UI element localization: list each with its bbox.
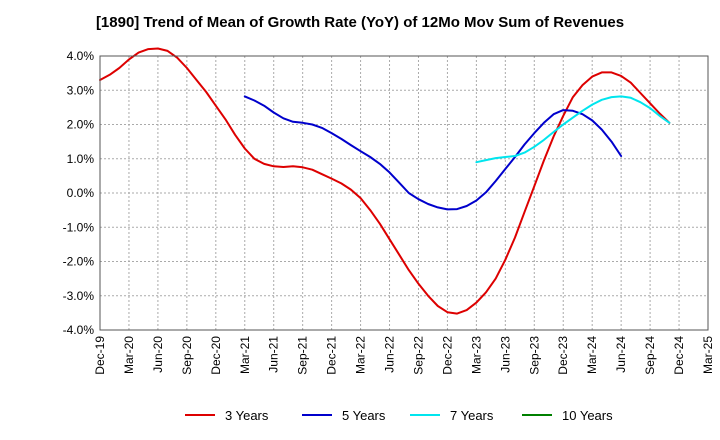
x-tick-label: Jun-20 bbox=[151, 336, 165, 373]
x-tick-label: Dec-22 bbox=[440, 336, 454, 375]
legend-label-3-years: 3 Years bbox=[225, 408, 269, 423]
x-tick-label: Jun-22 bbox=[383, 336, 397, 373]
x-axis: Dec-19 Mar-20 Jun-20 Sep-20 Dec-20 Mar-21 Jun-… bbox=[93, 336, 715, 375]
y-tick-label: 1.0% bbox=[67, 152, 95, 166]
series-line-5-years bbox=[243, 95, 623, 211]
x-tick-label: Sep-23 bbox=[527, 336, 541, 375]
y-tick-label: -3.0% bbox=[63, 289, 95, 303]
x-tick-label: Mar-25 bbox=[701, 336, 715, 374]
x-tick-label: Dec-23 bbox=[556, 336, 570, 375]
x-tick-label: Jun-21 bbox=[267, 336, 281, 373]
chart-title: [1890] Trend of Mean of Growth Rate (YoY… bbox=[95, 14, 625, 31]
y-tick-label: -1.0% bbox=[63, 220, 95, 234]
x-tick-label: Mar-20 bbox=[122, 336, 136, 374]
x-tick-label: Sep-20 bbox=[180, 336, 194, 375]
x-tick-label: Dec-21 bbox=[325, 336, 339, 375]
legend-label-10-years: 10 Years bbox=[562, 408, 613, 423]
y-tick-label: -4.0% bbox=[63, 323, 95, 337]
x-tick-label: Dec-20 bbox=[209, 336, 223, 375]
y-tick-label: 2.0% bbox=[67, 118, 95, 132]
x-tick-label: Mar-23 bbox=[469, 336, 483, 374]
x-tick-label: Dec-24 bbox=[672, 336, 686, 375]
x-tick-label: Sep-24 bbox=[643, 336, 657, 375]
y-axis: 4.0% 3.0% 2.0% 1.0% 0.0% -1.0% -2.0% -3.0% -4.0% bbox=[63, 49, 95, 337]
series-line-3-years bbox=[99, 47, 671, 315]
x-tick-label: Sep-21 bbox=[296, 336, 310, 375]
x-tick-label: Mar-21 bbox=[238, 336, 252, 374]
plot-border bbox=[99, 55, 709, 331]
legend: 3 Years 5 Years 7 Years 10 Years bbox=[185, 408, 613, 423]
x-tick-label: Sep-22 bbox=[411, 336, 425, 375]
legend-label-5-years: 5 Years bbox=[342, 408, 386, 423]
x-tick-label: Mar-24 bbox=[585, 336, 599, 374]
legend-label-7-years: 7 Years bbox=[450, 408, 494, 423]
series-lines bbox=[99, 47, 671, 315]
x-tick-label: Jun-23 bbox=[498, 336, 512, 373]
x-tick-label: Jun-24 bbox=[614, 336, 628, 373]
y-tick-label: 0.0% bbox=[67, 186, 95, 200]
y-tick-label: 3.0% bbox=[67, 83, 95, 97]
series-line-7-years bbox=[475, 95, 671, 164]
y-tick-label: -2.0% bbox=[63, 255, 95, 269]
x-tick-label: Dec-19 bbox=[93, 336, 107, 375]
x-tick-label: Mar-22 bbox=[354, 336, 368, 374]
y-tick-label: 4.0% bbox=[67, 49, 95, 63]
